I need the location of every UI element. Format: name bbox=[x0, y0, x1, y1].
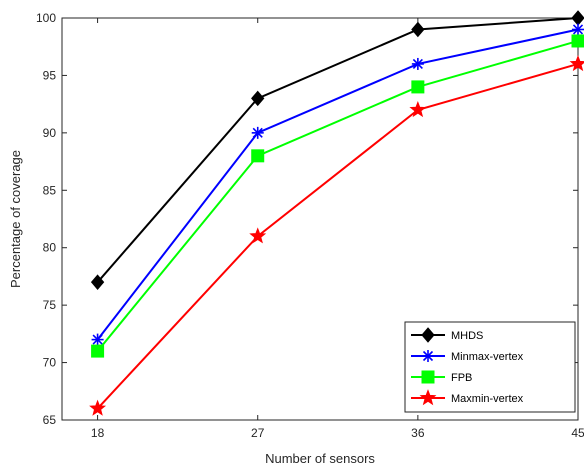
x-tick-label: 18 bbox=[91, 426, 105, 440]
x-axis-title: Number of sensors bbox=[265, 451, 375, 466]
series-fpb bbox=[91, 34, 584, 358]
series-line bbox=[96, 40, 579, 352]
series-minmax-vertex bbox=[91, 23, 584, 346]
legend-item: Minmax-vertex bbox=[411, 350, 524, 363]
data-point bbox=[251, 90, 265, 107]
legend-label: Minmax-vertex bbox=[451, 351, 524, 363]
y-tick-label: 75 bbox=[43, 298, 57, 312]
y-tick-label: 70 bbox=[43, 356, 57, 370]
x-tick-label: 27 bbox=[251, 426, 265, 440]
legend-marker bbox=[421, 370, 435, 384]
series-maxmin-vertex bbox=[89, 55, 584, 416]
y-tick-label: 65 bbox=[43, 413, 57, 427]
series-line bbox=[96, 17, 579, 283]
y-tick-label: 100 bbox=[36, 11, 56, 25]
x-tick-label: 36 bbox=[411, 426, 425, 440]
data-point bbox=[571, 34, 584, 48]
legend-label: Maxmin-vertex bbox=[451, 393, 524, 405]
legend-label: MHDS bbox=[451, 330, 483, 342]
series-line bbox=[96, 62, 579, 410]
legend-marker bbox=[419, 389, 437, 406]
series-line bbox=[96, 28, 579, 341]
data-point bbox=[249, 227, 267, 244]
data-point bbox=[251, 149, 265, 163]
data-point bbox=[411, 80, 425, 94]
y-tick-label: 85 bbox=[43, 183, 57, 197]
legend-marker bbox=[421, 327, 435, 343]
data-point bbox=[569, 55, 584, 72]
x-axis: 18 27 36 45 bbox=[91, 18, 584, 440]
y-tick-label: 95 bbox=[43, 68, 57, 82]
y-axis-title: Percentage of coverage bbox=[8, 150, 23, 288]
data-point bbox=[91, 333, 104, 346]
data-point bbox=[90, 274, 105, 290]
data-point bbox=[91, 344, 105, 358]
data-point bbox=[89, 399, 107, 416]
data-point bbox=[411, 21, 425, 38]
legend-item: MHDS bbox=[411, 327, 483, 343]
y-axis: 65 70 75 80 85 90 95 100 bbox=[36, 11, 578, 427]
legend: MHDS Minmax-vertex FPB Maxmin-vertex bbox=[404, 321, 576, 413]
data-point bbox=[251, 126, 264, 139]
legend-marker bbox=[422, 350, 434, 362]
series-mhds bbox=[90, 10, 584, 290]
y-tick-label: 90 bbox=[43, 126, 57, 140]
legend-item: Maxmin-vertex bbox=[411, 389, 524, 406]
x-tick-label: 45 bbox=[571, 426, 584, 440]
series-layer bbox=[89, 10, 584, 416]
data-point bbox=[572, 23, 584, 36]
y-tick-label: 80 bbox=[43, 241, 57, 255]
legend-item: FPB bbox=[411, 370, 472, 384]
data-point bbox=[411, 57, 424, 70]
data-point bbox=[409, 100, 427, 118]
legend-label: FPB bbox=[451, 372, 472, 384]
